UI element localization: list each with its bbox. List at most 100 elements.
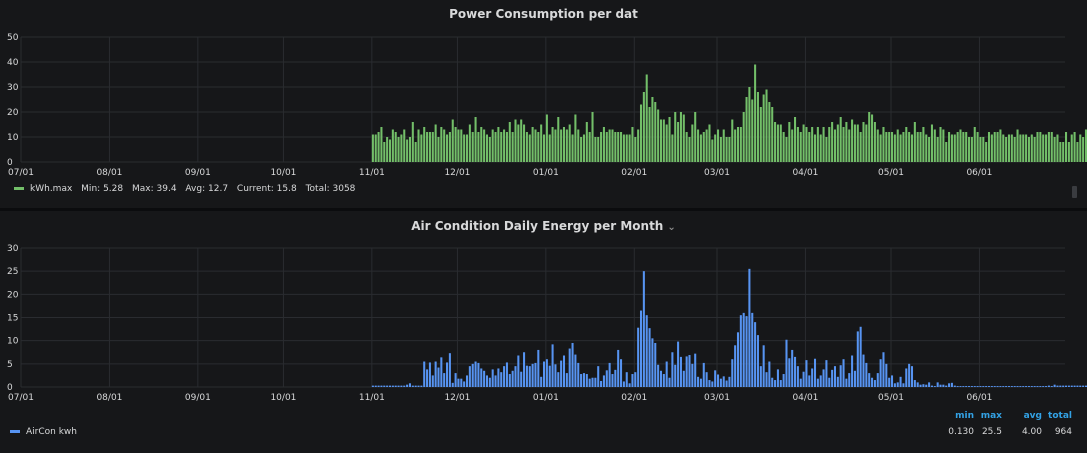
bar[interactable] (671, 352, 674, 387)
bar[interactable] (1076, 142, 1079, 162)
bar[interactable] (602, 375, 605, 387)
bar[interactable] (406, 139, 409, 163)
bar[interactable] (503, 366, 506, 387)
bar[interactable] (497, 127, 500, 162)
bar[interactable] (1005, 386, 1008, 387)
bar[interactable] (1016, 386, 1019, 387)
bar[interactable] (371, 385, 374, 387)
bar[interactable] (939, 127, 942, 162)
bar[interactable] (659, 119, 663, 163)
bar[interactable] (468, 124, 471, 163)
bar[interactable] (1082, 385, 1085, 387)
bar[interactable] (942, 129, 945, 163)
bar[interactable] (426, 369, 429, 387)
bar[interactable] (928, 382, 931, 387)
bar[interactable] (545, 359, 548, 387)
bar[interactable] (779, 380, 782, 387)
bar[interactable] (617, 349, 620, 387)
bar[interactable] (1053, 384, 1056, 387)
bar[interactable] (423, 361, 426, 387)
bar[interactable] (694, 353, 697, 387)
bar[interactable] (785, 339, 788, 387)
bar[interactable] (990, 386, 993, 387)
bar[interactable] (925, 384, 928, 387)
bar[interactable] (377, 385, 380, 387)
bar[interactable] (1059, 385, 1062, 387)
bar[interactable] (397, 137, 400, 162)
bar[interactable] (622, 381, 625, 387)
bar[interactable] (996, 132, 999, 162)
bar[interactable] (451, 382, 454, 387)
bar[interactable] (791, 349, 794, 387)
bar[interactable] (1045, 386, 1048, 387)
bar[interactable] (528, 134, 531, 163)
bar[interactable] (1025, 134, 1028, 163)
bar[interactable] (420, 134, 423, 163)
bar[interactable] (771, 377, 774, 387)
bar[interactable] (608, 362, 611, 387)
bar[interactable] (628, 134, 631, 163)
bar[interactable] (417, 129, 420, 163)
bar[interactable] (1025, 386, 1028, 387)
bar[interactable] (768, 361, 771, 387)
stat-header-total[interactable]: total (1048, 411, 1072, 421)
bar[interactable] (851, 119, 854, 163)
bar[interactable] (688, 137, 691, 162)
bar[interactable] (408, 137, 411, 162)
bar[interactable] (808, 132, 811, 162)
bar[interactable] (1079, 385, 1082, 387)
bar[interactable] (742, 112, 745, 162)
bar[interactable] (839, 365, 842, 387)
bar[interactable] (474, 117, 477, 162)
bar[interactable] (423, 127, 426, 162)
bar[interactable] (551, 344, 554, 387)
bar[interactable] (1059, 142, 1062, 162)
bar[interactable] (437, 137, 440, 162)
bar[interactable] (936, 382, 939, 387)
bar[interactable] (717, 374, 720, 387)
bar[interactable] (1073, 132, 1076, 162)
bar[interactable] (782, 374, 785, 387)
bar[interactable] (908, 132, 911, 162)
bar[interactable] (899, 134, 902, 163)
bar[interactable] (511, 132, 514, 162)
bar[interactable] (531, 127, 534, 162)
bar[interactable] (485, 375, 489, 387)
bar[interactable] (525, 365, 528, 387)
bar[interactable] (697, 376, 700, 387)
bar[interactable] (865, 362, 868, 387)
bar[interactable] (868, 112, 871, 162)
bar[interactable] (1033, 137, 1036, 162)
bar[interactable] (505, 132, 508, 162)
bar[interactable] (448, 353, 451, 387)
bar[interactable] (585, 122, 588, 162)
bar[interactable] (930, 385, 933, 387)
bar[interactable] (1062, 142, 1065, 162)
bar[interactable] (805, 360, 808, 387)
bar[interactable] (848, 373, 851, 387)
bar[interactable] (768, 102, 771, 162)
bar[interactable] (685, 132, 688, 162)
bar[interactable] (722, 376, 725, 387)
bar[interactable] (562, 355, 566, 387)
bar[interactable] (717, 129, 720, 163)
bar[interactable] (1030, 386, 1033, 387)
bar[interactable] (554, 364, 557, 387)
bar[interactable] (910, 134, 914, 163)
bar[interactable] (420, 385, 423, 387)
bar[interactable] (605, 370, 608, 387)
bar[interactable] (1022, 134, 1025, 163)
stat-header-avg[interactable]: avg (1023, 411, 1042, 421)
bar[interactable] (440, 127, 443, 162)
bar[interactable] (916, 382, 919, 387)
bar[interactable] (611, 129, 614, 163)
bar[interactable] (1005, 137, 1008, 162)
bar[interactable] (945, 385, 948, 387)
bar[interactable] (485, 134, 489, 163)
bar[interactable] (548, 134, 551, 163)
bar[interactable] (460, 378, 463, 387)
bar[interactable] (836, 376, 839, 387)
bar[interactable] (1065, 132, 1068, 162)
bar[interactable] (836, 124, 839, 163)
bar[interactable] (691, 124, 694, 163)
